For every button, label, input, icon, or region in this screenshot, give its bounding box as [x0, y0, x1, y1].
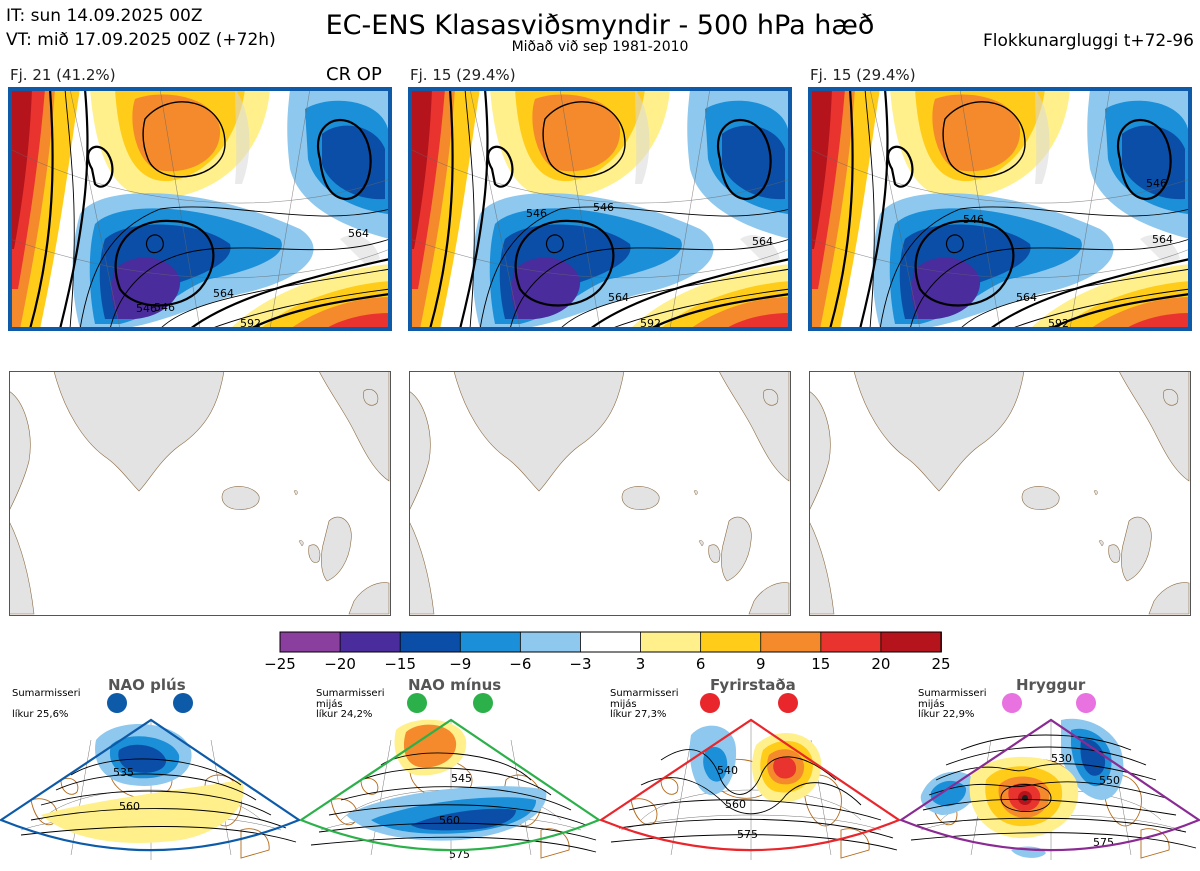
regime-4-season: Sumarmisseri	[918, 688, 987, 699]
regime-4-marker	[1002, 693, 1022, 713]
cluster-1-contour-label: 564	[348, 227, 369, 240]
land-map-1	[9, 371, 391, 616]
regime-2-contour-label: 545	[451, 772, 472, 785]
colorbar-tick-label: 15	[811, 655, 831, 673]
regime-3-contour-label: 560	[725, 798, 746, 811]
regime-1-marker	[173, 693, 193, 713]
initial-time: IT: sun 14.09.2025 00Z	[6, 6, 203, 26]
regime-4-map: 530 550 575	[900, 693, 1200, 861]
regime-3-contour-label: 575	[737, 828, 758, 841]
cluster-3-label: Fj. 15 (29.4%)	[810, 66, 916, 84]
colorbar-tick-label: 3	[635, 655, 646, 673]
colorbar-tick-label: −25	[264, 655, 296, 673]
land-map-2	[409, 371, 791, 616]
regime-3-contour-label: 540	[717, 764, 738, 777]
regime-2-map: 545 560 575	[300, 693, 600, 861]
cluster-1-contour-label: 592	[240, 317, 261, 330]
regime-4-contour-label: 550	[1099, 774, 1120, 787]
colorbar-swatch	[580, 631, 642, 653]
colorbar-swatch	[459, 631, 522, 653]
cluster-3-contour-label: 564	[1152, 233, 1173, 246]
land-map-3	[809, 371, 1191, 616]
regime-3-marker	[778, 693, 798, 713]
cluster-1-extra: CR OP	[326, 64, 382, 85]
colorbar-tick-label: −3	[569, 655, 592, 673]
cluster-3-contour-label: 546	[963, 213, 984, 226]
cluster-2-map: 546 546 564 564 592	[408, 87, 792, 331]
colorbar-tick-label: −15	[384, 655, 416, 673]
classification-window: Flokkunargluggi t+72-96	[982, 31, 1194, 51]
page-subtitle: Miðað við sep 1981-2010	[511, 39, 689, 55]
regime-2-contour-label: 560	[439, 814, 460, 827]
cluster-3-contour-label: 592	[1048, 317, 1069, 330]
regime-3-line2: mijás	[610, 699, 637, 710]
colorbar-tick-label: −6	[509, 655, 532, 673]
cluster-2-label: Fj. 15 (29.4%)	[410, 66, 516, 84]
regime-1-contour-label: 535	[113, 766, 134, 779]
valid-time: VT: mið 17.09.2025 00Z (+72h)	[6, 30, 276, 50]
cluster-2-contour-label: 546	[526, 207, 547, 220]
regime-2-contour-label: 575	[449, 848, 470, 861]
cluster-1-label: Fj. 21 (41.2%)	[10, 66, 116, 84]
regime-2-marker	[407, 693, 427, 713]
regime-1-name: NAO plús	[108, 676, 186, 694]
cluster-2-contour-label: 546	[593, 201, 614, 214]
colorbar-tick-label: −9	[449, 655, 472, 673]
regime-3-season: Sumarmisseri	[610, 688, 679, 699]
regime-4-prob: líkur 22,9%	[918, 709, 975, 720]
regime-2-season: Sumarmisseri	[316, 688, 385, 699]
colorbar-tick-label: 6	[695, 655, 706, 673]
cluster-3-map: 546 546 564 564 592	[808, 87, 1192, 331]
cluster-3-contour-label: 564	[1016, 291, 1037, 304]
regime-1-season: Sumarmisseri	[12, 688, 81, 699]
cluster-1-contour-label: 564	[213, 287, 234, 300]
page-title: EC-ENS Klasasviðsmyndir - 500 hPa hæð	[325, 10, 875, 41]
colorbar-tick-label: 9	[755, 655, 766, 673]
colorbar-swatch	[880, 631, 942, 653]
colorbar-swatch	[519, 631, 582, 653]
regime-1-prob: líkur 25,6%	[12, 709, 69, 720]
colorbar	[279, 631, 942, 653]
regime-3-map: 540 560 575	[600, 693, 900, 861]
colorbar-swatch	[339, 631, 402, 653]
colorbar-tick-label: 25	[931, 655, 951, 673]
regime-2-prob: líkur 24,2%	[316, 709, 373, 720]
regime-3-marker	[700, 693, 720, 713]
colorbar-swatch	[640, 631, 702, 653]
colorbar-swatch	[279, 631, 341, 653]
cluster-3-contour-label: 546	[1146, 177, 1167, 190]
regime-1-map: 535 560	[0, 693, 300, 861]
regime-2-marker	[473, 693, 493, 713]
regime-3-prob: líkur 27,3%	[610, 709, 667, 720]
regime-4-name: Hryggur	[1016, 676, 1086, 694]
colorbar-swatch	[399, 631, 462, 653]
regime-4-line2: mijás	[918, 699, 945, 710]
regime-2-line2: mijás	[316, 699, 343, 710]
cluster-2-contour-label: 564	[608, 291, 629, 304]
cluster-1-contour-label: 546	[154, 301, 175, 314]
cluster-1-contour-label: 546	[136, 302, 157, 315]
colorbar-swatch	[760, 631, 822, 653]
regime-1-marker	[107, 693, 127, 713]
colorbar-ticks: −25 −20 −15 −9 −6 −3 3 6 9 15 20 25	[0, 655, 1200, 675]
regime-3-name: Fyrirstaða	[710, 676, 796, 694]
colorbar-tick-label: 20	[871, 655, 891, 673]
colorbar-tick-label: −20	[324, 655, 356, 673]
regime-4-marker	[1076, 693, 1096, 713]
cluster-2-contour-label: 564	[752, 235, 773, 248]
cluster-1-map: 546 546 564 564 592	[8, 87, 392, 331]
regime-2-name: NAO mínus	[408, 676, 502, 694]
cluster-2-contour-label: 592	[640, 317, 661, 330]
regime-4-contour-label: 530	[1051, 752, 1072, 765]
regime-1-contour-label: 560	[119, 800, 140, 813]
colorbar-swatch	[700, 631, 762, 653]
colorbar-swatch	[820, 631, 882, 653]
